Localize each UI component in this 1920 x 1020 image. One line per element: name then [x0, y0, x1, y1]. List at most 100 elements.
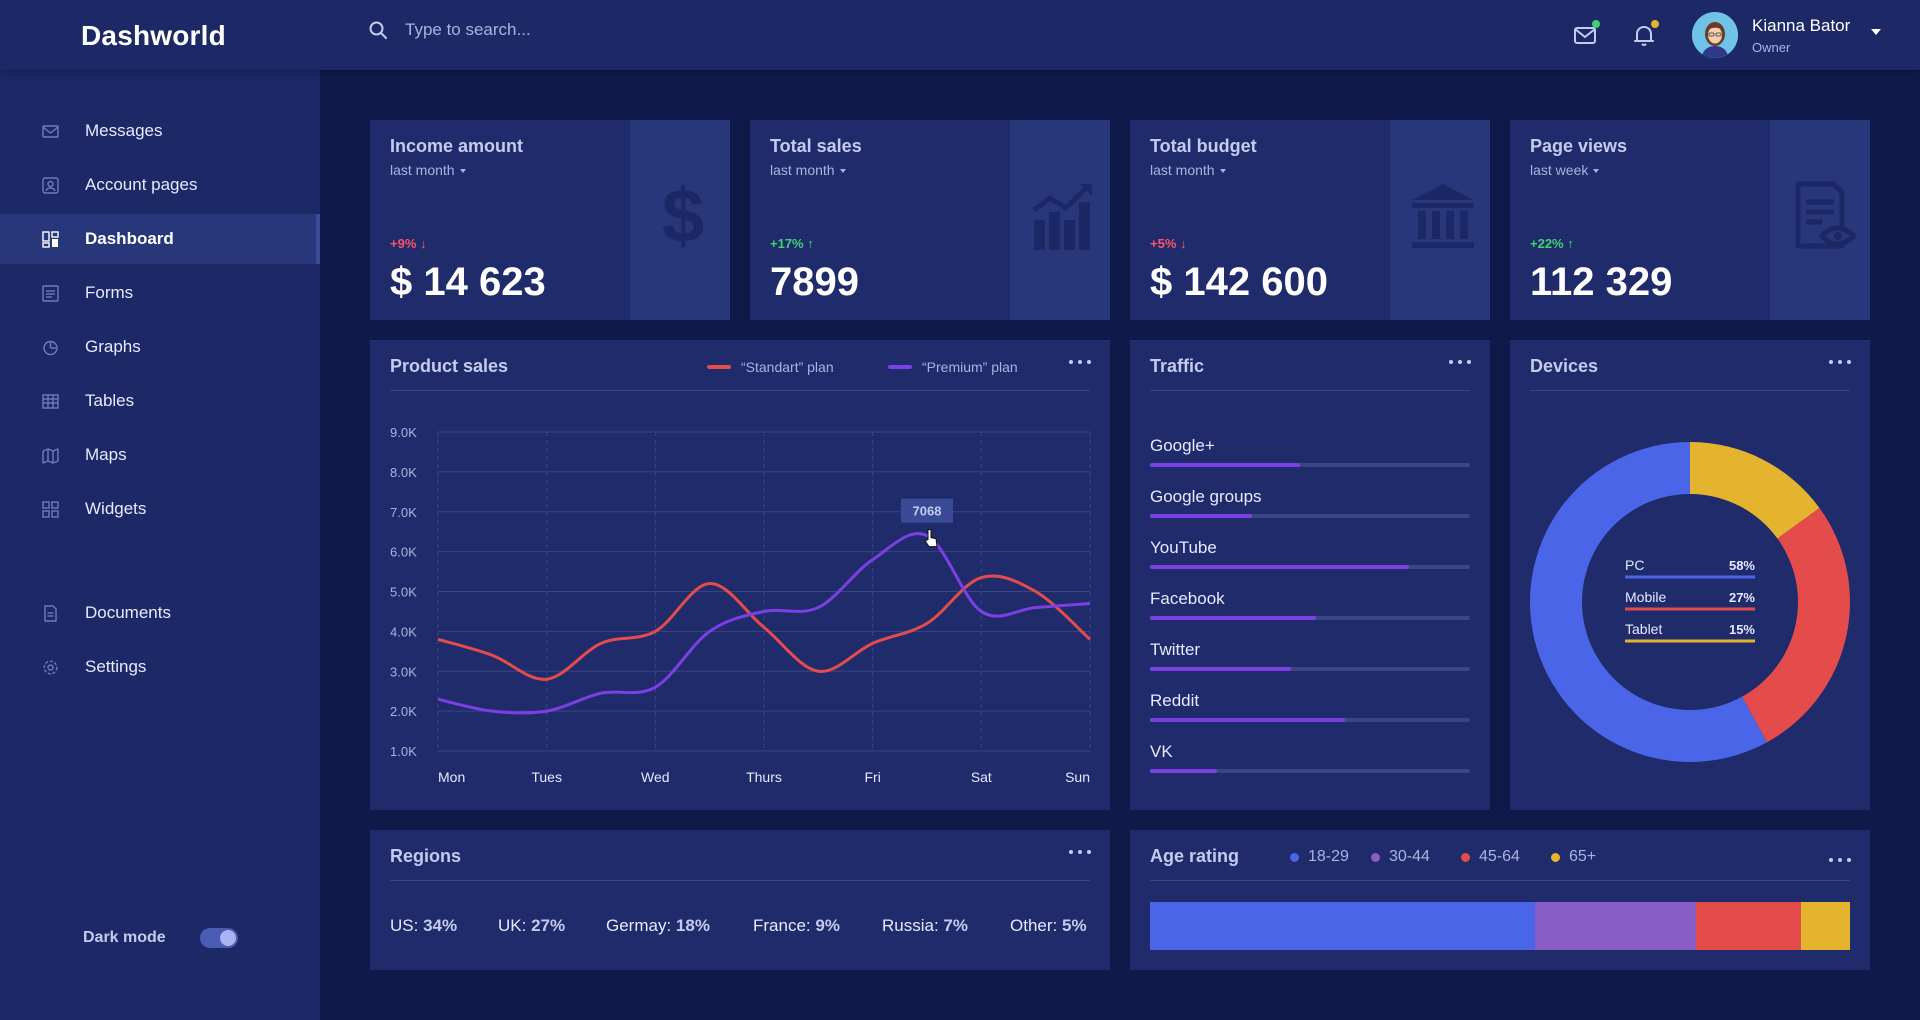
- dark-mode-toggle[interactable]: [199, 928, 238, 948]
- kpi-period-dropdown[interactable]: last month: [770, 162, 846, 178]
- traffic-row[interactable]: Google+: [1150, 436, 1470, 467]
- sidebar-item-tables[interactable]: Tables: [0, 376, 320, 426]
- traffic-bar-track: [1150, 718, 1470, 722]
- search-icon[interactable]: [368, 20, 388, 40]
- kpi-change: +22% ↑: [1530, 236, 1574, 251]
- more-options-button[interactable]: [1829, 856, 1851, 864]
- regions-list: US: 34% UK: 27% Germay: 18% France: 9% Russi…: [390, 916, 1090, 940]
- traffic-row[interactable]: Google groups: [1150, 487, 1470, 518]
- legend-standart[interactable]: “Standart” plan: [707, 359, 834, 375]
- donut-slice[interactable]: [1530, 442, 1768, 762]
- sidebar-item-documents[interactable]: Documents: [0, 588, 320, 638]
- traffic-source-label: Google+: [1150, 436, 1215, 455]
- avatar[interactable]: [1692, 12, 1738, 58]
- device-percent: 27%: [1729, 590, 1755, 605]
- traffic-bar-track: [1150, 514, 1470, 518]
- region-label: France:: [753, 916, 811, 935]
- search-input[interactable]: [405, 20, 805, 40]
- sidebar-item-settings[interactable]: Settings: [0, 642, 320, 692]
- notifications-button[interactable]: [1631, 20, 1659, 48]
- legend-label: “Premium” plan: [922, 359, 1018, 375]
- more-options-button[interactable]: [1829, 358, 1851, 366]
- kpi-period-dropdown[interactable]: last week: [1530, 162, 1599, 178]
- region-label: UK:: [498, 916, 527, 935]
- kpi-title: Total sales: [770, 136, 862, 156]
- kpi-period-dropdown[interactable]: last month: [1150, 162, 1226, 178]
- sidebar-item-messages[interactable]: Messages: [0, 106, 320, 156]
- card-divider: [1150, 390, 1470, 391]
- sidebar-item-label: Widgets: [85, 499, 147, 518]
- traffic-row[interactable]: VK: [1150, 742, 1470, 773]
- notifications-indicator-dot: [1651, 20, 1659, 28]
- series-line[interactable]: [437, 532, 1091, 715]
- traffic-source-label: Google groups: [1150, 487, 1262, 506]
- age-bar-segment[interactable]: [1696, 902, 1801, 950]
- app-logo[interactable]: Dashworld: [81, 20, 226, 51]
- region-item: France: 9%: [753, 916, 840, 936]
- product-sales-chart: 1.0K 2.0K 3.0K 4.0K 5.0K 6.0K 7.0K 8.0K 9.0K Mon T…: [390, 425, 1091, 785]
- traffic-row[interactable]: Facebook: [1150, 589, 1470, 620]
- donut-slice[interactable]: [1690, 442, 1820, 539]
- sidebar-item-widgets[interactable]: Widgets: [0, 484, 320, 534]
- user-menu[interactable]: Kianna Bator Owner: [1692, 12, 1882, 58]
- sidebar-item-label: Messages: [85, 121, 163, 140]
- age-bar-segment[interactable]: [1150, 902, 1535, 950]
- sidebar-item-account-pages[interactable]: Account pages: [0, 160, 320, 210]
- traffic-source-label: Reddit: [1150, 691, 1200, 710]
- age-bar-segment[interactable]: [1801, 902, 1850, 950]
- card-divider: [390, 390, 1090, 391]
- x-tick-label: Mon: [438, 769, 465, 785]
- region-item: Russia: 7%: [882, 916, 968, 936]
- series-line[interactable]: [437, 574, 1091, 681]
- traffic-row[interactable]: Reddit: [1150, 691, 1470, 722]
- age-legend-item[interactable]: 18-29: [1290, 848, 1349, 866]
- sidebar-item-forms[interactable]: Forms: [0, 268, 320, 318]
- legend-dot: [1551, 852, 1560, 862]
- kpi-icon-panel: [1770, 120, 1870, 320]
- kpi-title: Total budget: [1150, 136, 1257, 156]
- card-divider: [390, 880, 1090, 881]
- dollar-icon: $: [662, 180, 704, 252]
- more-options-button[interactable]: [1449, 358, 1471, 366]
- traffic-bar-fill: [1150, 565, 1410, 569]
- sidebar-item-graphs[interactable]: Graphs: [0, 322, 320, 372]
- sidebar-item-maps[interactable]: Maps: [0, 430, 320, 480]
- devices-card: Devices PC 58% Mobile 27% Tablet 15%: [1510, 340, 1870, 810]
- legend-premium[interactable]: “Premium” plan: [888, 359, 1018, 375]
- x-tick-label: Sat: [971, 769, 992, 785]
- traffic-row[interactable]: YouTube: [1150, 538, 1470, 569]
- donut-slice[interactable]: [1742, 507, 1850, 743]
- region-item: US: 34%: [390, 916, 457, 936]
- card-title: Age rating: [1150, 846, 1240, 866]
- traffic-source-label: YouTube: [1150, 538, 1217, 557]
- y-tick-label: 5.0K: [390, 585, 417, 600]
- tooltip-value: 7068: [913, 504, 942, 519]
- regions-card: Regions US: 34% UK: 27% Germay: 18% France:…: [370, 830, 1110, 970]
- gear-icon: [43, 660, 58, 675]
- dark-mode-label: Dark mode: [83, 929, 166, 946]
- age-legend-item[interactable]: 30-44: [1371, 848, 1430, 866]
- traffic-card: Traffic Google+ Google groups YouTube Faceb…: [1130, 340, 1490, 810]
- sidebar-item-dashboard[interactable]: Dashboard: [0, 214, 320, 264]
- chevron-down-icon[interactable]: [1870, 28, 1882, 36]
- dashboard-icon: [42, 231, 59, 248]
- sidebar-item-label: Dashboard: [85, 229, 174, 248]
- age-legend-item[interactable]: 65+: [1551, 848, 1596, 866]
- age-bar-segment[interactable]: [1535, 902, 1696, 950]
- svg-text:$: $: [662, 180, 704, 252]
- kpi-title: Income amount: [390, 136, 524, 156]
- traffic-row[interactable]: Twitter: [1150, 640, 1470, 671]
- envelope-icon: [42, 125, 59, 138]
- legend-dot: [1371, 852, 1380, 862]
- kpi-value: 112 329: [1530, 260, 1673, 304]
- product-sales-card: Product sales “Standart” plan “Premium” …: [370, 340, 1110, 810]
- age-legend-item[interactable]: 45-64: [1461, 848, 1520, 866]
- kpi-period-dropdown[interactable]: last month: [390, 162, 466, 178]
- messages-button[interactable]: [1572, 20, 1600, 48]
- kpi-value: $ 14 623: [390, 260, 546, 304]
- y-tick-label: 8.0K: [390, 465, 417, 480]
- kpi-card-sales: Total sales last month +17% ↑ 7899: [750, 120, 1110, 320]
- more-options-button[interactable]: [1069, 848, 1091, 856]
- more-options-button[interactable]: [1069, 358, 1091, 366]
- bell-icon: [1634, 26, 1654, 46]
